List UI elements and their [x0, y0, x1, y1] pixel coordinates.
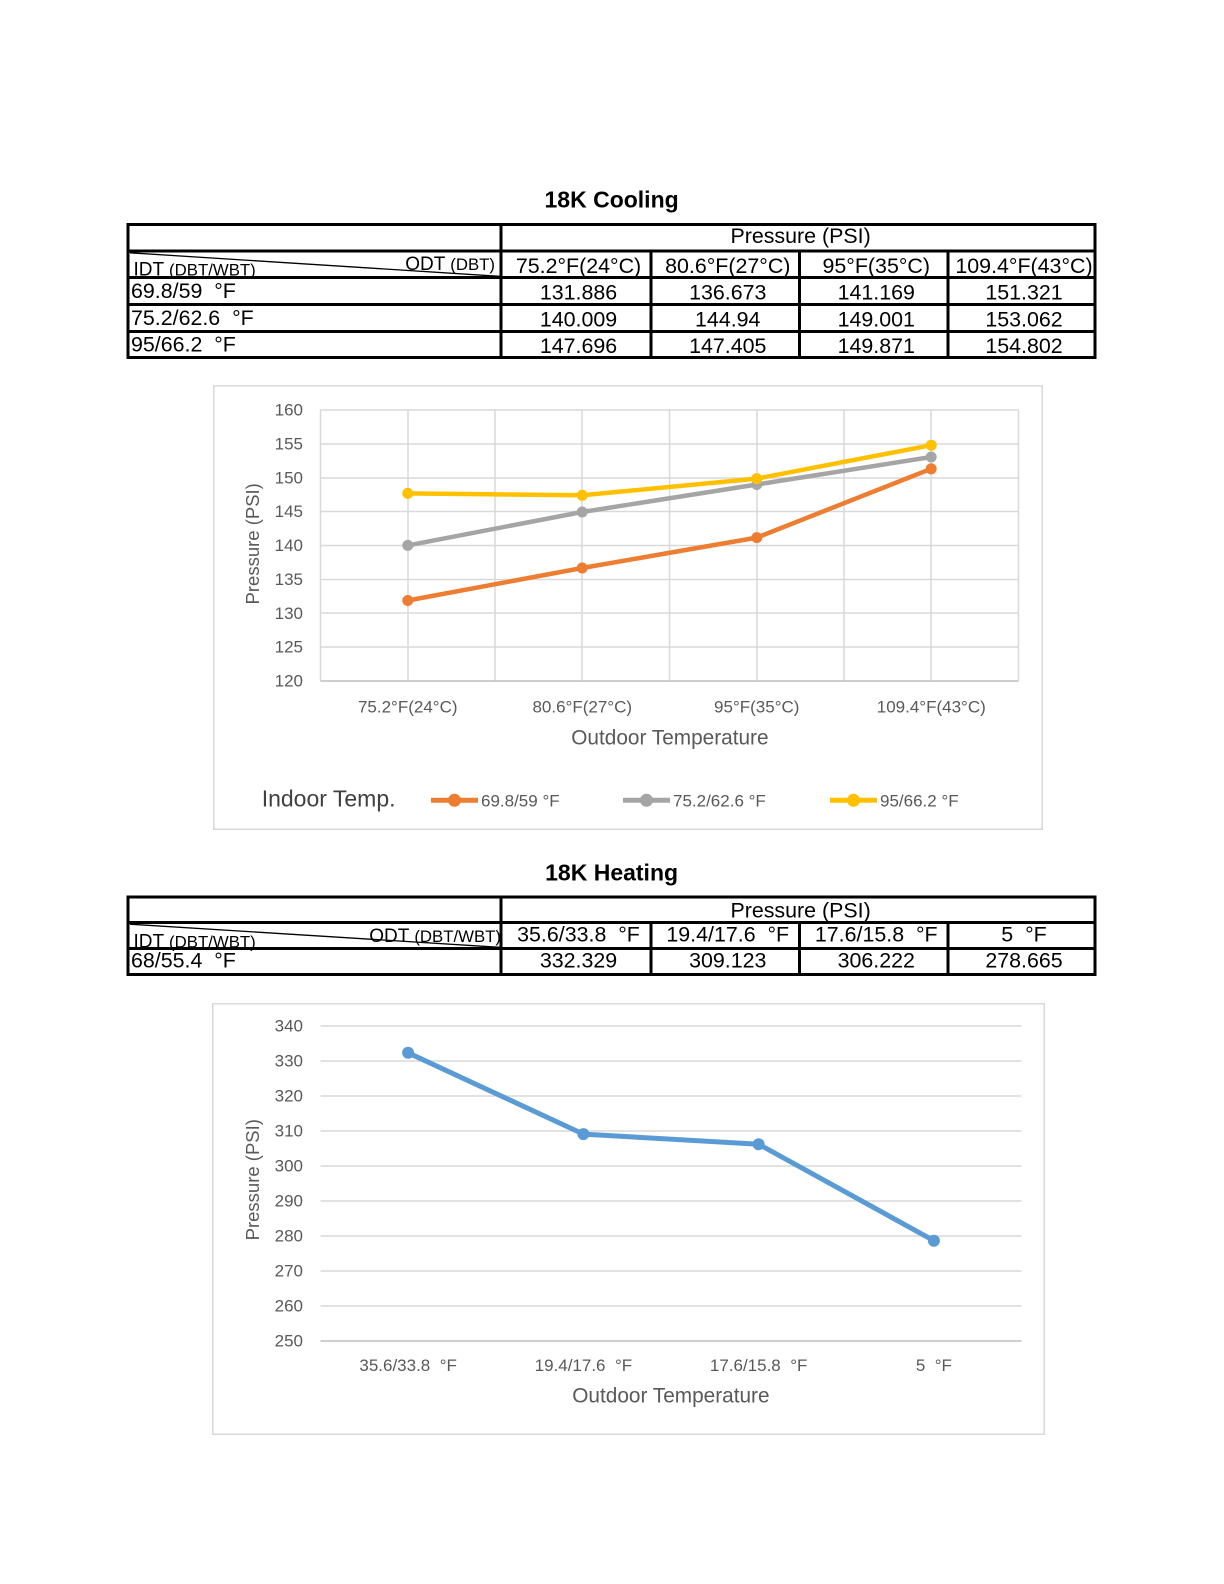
- svg-text:151.321: 151.321: [985, 280, 1062, 304]
- svg-text:17.6/15.8 °F: 17.6/15.8 °F: [710, 1356, 808, 1375]
- svg-text:136.673: 136.673: [689, 280, 766, 304]
- svg-text:95/66.2 °F: 95/66.2 °F: [131, 333, 236, 357]
- svg-text:5 °F: 5 °F: [916, 1356, 952, 1375]
- svg-text:250: 250: [275, 1332, 303, 1351]
- svg-text:306.222: 306.222: [838, 949, 915, 973]
- svg-text:155: 155: [275, 434, 303, 453]
- svg-text:95/66.2 °F: 95/66.2 °F: [880, 792, 959, 811]
- svg-text:160: 160: [275, 401, 303, 420]
- svg-text:147.405: 147.405: [689, 334, 766, 358]
- svg-text:19.4/17.6 °F: 19.4/17.6 °F: [666, 922, 789, 946]
- svg-text:290: 290: [275, 1192, 303, 1211]
- svg-text:ODT (DBT/WBT): ODT (DBT/WBT): [369, 926, 501, 947]
- svg-text:Outdoor Temperature: Outdoor Temperature: [572, 1384, 769, 1407]
- svg-text:141.169: 141.169: [838, 280, 915, 304]
- svg-text:Pressure (PSI): Pressure (PSI): [730, 899, 870, 923]
- svg-text:320: 320: [275, 1087, 303, 1106]
- svg-text:75.2°F(24°C): 75.2°F(24°C): [516, 254, 641, 278]
- svg-text:Outdoor Temperature: Outdoor Temperature: [571, 727, 768, 750]
- svg-text:IDT (DBT/WBT): IDT (DBT/WBT): [134, 259, 256, 280]
- svg-text:75.2/62.6 °F: 75.2/62.6 °F: [131, 306, 254, 330]
- svg-text:18K Cooling: 18K Cooling: [545, 186, 679, 212]
- svg-text:149.001: 149.001: [838, 307, 915, 331]
- svg-text:149.871: 149.871: [838, 334, 915, 358]
- svg-text:75.2/62.6 °F: 75.2/62.6 °F: [673, 792, 766, 811]
- svg-text:140.009: 140.009: [540, 307, 617, 331]
- svg-text:Pressure (PSI): Pressure (PSI): [242, 1119, 263, 1240]
- svg-text:80.6°F(27°C): 80.6°F(27°C): [532, 698, 632, 717]
- svg-text:17.6/15.8 °F: 17.6/15.8 °F: [815, 922, 938, 946]
- svg-text:109.4°F(43°C): 109.4°F(43°C): [877, 698, 986, 717]
- svg-text:35.6/33.8 °F: 35.6/33.8 °F: [359, 1356, 457, 1375]
- svg-text:18K Heating: 18K Heating: [545, 860, 678, 886]
- svg-text:95°F(35°C): 95°F(35°C): [823, 254, 930, 278]
- svg-text:145: 145: [275, 502, 303, 521]
- svg-text:80.6°F(27°C): 80.6°F(27°C): [665, 254, 790, 278]
- svg-text:109.4°F(43°C): 109.4°F(43°C): [955, 254, 1092, 278]
- svg-text:278.665: 278.665: [985, 949, 1062, 973]
- svg-text:270: 270: [275, 1262, 303, 1281]
- svg-text:140: 140: [275, 536, 303, 555]
- svg-text:ODT (DBT): ODT (DBT): [405, 254, 495, 275]
- svg-text:69.8/59 °F: 69.8/59 °F: [481, 792, 560, 811]
- svg-text:280: 280: [275, 1227, 303, 1246]
- svg-text:125: 125: [275, 638, 303, 657]
- svg-text:340: 340: [275, 1017, 303, 1036]
- svg-text:150: 150: [275, 468, 303, 487]
- svg-text:Pressure (PSI): Pressure (PSI): [730, 224, 870, 248]
- svg-text:Pressure (PSI): Pressure (PSI): [242, 483, 263, 604]
- svg-text:19.4/17.6 °F: 19.4/17.6 °F: [535, 1356, 633, 1375]
- svg-text:95°F(35°C): 95°F(35°C): [714, 698, 799, 717]
- svg-text:Indoor Temp.: Indoor Temp.: [262, 786, 396, 812]
- svg-text:332.329: 332.329: [540, 949, 617, 973]
- svg-text:75.2°F(24°C): 75.2°F(24°C): [358, 698, 458, 717]
- svg-text:35.6/33.8 °F: 35.6/33.8 °F: [517, 922, 640, 946]
- svg-text:330: 330: [275, 1052, 303, 1071]
- svg-text:5 °F: 5 °F: [1001, 922, 1046, 946]
- svg-text:130: 130: [275, 604, 303, 623]
- svg-text:153.062: 153.062: [985, 307, 1062, 331]
- svg-text:68/55.4 °F: 68/55.4 °F: [131, 948, 236, 972]
- svg-text:144.94: 144.94: [695, 307, 761, 331]
- svg-text:131.886: 131.886: [540, 280, 617, 304]
- svg-text:309.123: 309.123: [689, 949, 766, 973]
- svg-text:69.8/59 °F: 69.8/59 °F: [131, 279, 236, 303]
- svg-text:300: 300: [275, 1157, 303, 1176]
- svg-text:310: 310: [275, 1122, 303, 1141]
- svg-text:260: 260: [275, 1297, 303, 1316]
- svg-text:147.696: 147.696: [540, 334, 617, 358]
- svg-text:135: 135: [275, 570, 303, 589]
- svg-text:120: 120: [275, 672, 303, 691]
- svg-text:IDT (DBT/WBT): IDT (DBT/WBT): [134, 931, 256, 952]
- svg-text:154.802: 154.802: [985, 334, 1062, 358]
